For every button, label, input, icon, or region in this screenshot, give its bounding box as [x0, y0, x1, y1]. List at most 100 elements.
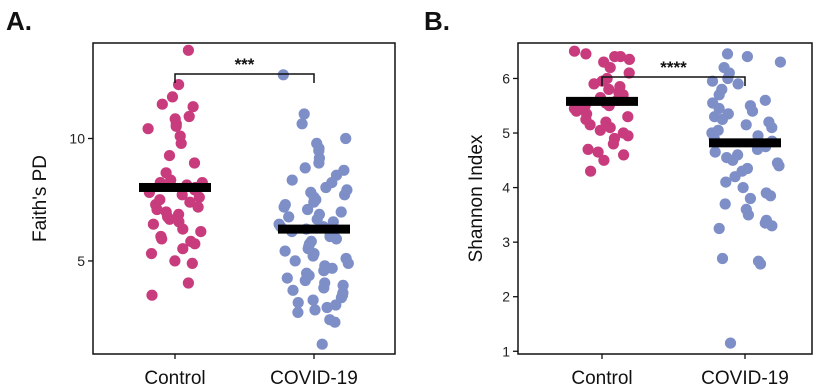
panel-letter-a: A. [6, 6, 32, 36]
data-point-covid-19 [732, 78, 744, 90]
data-point-control [169, 255, 181, 267]
data-point-control [170, 120, 182, 132]
data-point-control [570, 105, 583, 117]
data-point-control [177, 223, 189, 235]
data-point-covid-19 [746, 105, 759, 117]
data-point-covid-19 [740, 119, 752, 131]
data-point-control [598, 154, 610, 166]
data-point-control [145, 248, 158, 260]
data-point-covid-19 [721, 48, 734, 60]
data-point-control [192, 201, 204, 213]
data-point-covid-19 [329, 316, 341, 328]
data-point-control [146, 289, 158, 301]
data-point-control [187, 101, 199, 113]
data-point-control [618, 149, 630, 161]
data-point-covid-19 [327, 216, 339, 228]
data-point-covid-19 [296, 118, 308, 130]
data-point-control [165, 174, 177, 186]
y-tick-label: 4 [502, 180, 510, 196]
panel-a: 5 10 Faith's PD Control COVID-19 *** [30, 42, 396, 389]
data-point-control [175, 137, 187, 149]
y-tick-label: 2 [502, 289, 510, 305]
data-point-control [189, 238, 201, 250]
data-point-control [604, 62, 616, 74]
data-point-covid-19 [766, 220, 778, 232]
median-bar-covid-19 [278, 224, 350, 234]
y-tick-label: 6 [502, 70, 510, 86]
data-point-covid-19 [330, 299, 342, 311]
data-point-covid-19 [311, 213, 323, 225]
data-point-control [623, 53, 636, 65]
y-axis-label: Faith's PD [30, 155, 51, 242]
data-point-control [584, 119, 596, 131]
x-tick-label-control: Control [571, 368, 632, 389]
data-point-covid-19 [318, 265, 330, 277]
plot-frame [517, 42, 813, 355]
data-point-control [195, 226, 207, 238]
data-point-control [156, 233, 168, 245]
data-point-covid-19 [727, 154, 739, 166]
data-point-control [182, 44, 194, 56]
data-point-control [182, 277, 194, 289]
y-axis-label: Shannon Index [466, 134, 487, 262]
data-point-control [173, 79, 185, 91]
data-point-covid-19 [774, 56, 787, 68]
data-point-control [147, 218, 159, 230]
x-tick-label-covid-19: COVID-19 [270, 368, 358, 389]
data-point-control [193, 191, 205, 203]
data-point-covid-19 [754, 258, 767, 270]
data-point-covid-19 [278, 201, 290, 213]
data-point-covid-19 [309, 304, 321, 316]
data-point-control [183, 110, 195, 123]
data-point-control [603, 83, 615, 95]
data-point-control [585, 165, 597, 177]
data-point-covid-19 [320, 181, 332, 194]
data-point-covid-19 [706, 75, 719, 87]
data-point-covid-19 [286, 174, 298, 186]
data-point-covid-19 [289, 255, 301, 267]
data-point-covid-19 [318, 282, 330, 294]
panel-b: 1 2 3 4 5 6 Shannon Index Control COVID-19 **** [466, 42, 813, 389]
significance-label: **** [660, 58, 687, 77]
y-tick-label: 1 [502, 343, 510, 359]
data-point-control [176, 189, 188, 201]
data-point-covid-19 [279, 245, 291, 257]
data-point-covid-19 [313, 157, 325, 169]
data-point-control [142, 123, 154, 135]
data-point-covid-19 [719, 198, 731, 210]
data-point-covid-19 [729, 171, 741, 183]
data-point-covid-19 [316, 338, 328, 350]
panel-letter-b: B. [424, 6, 450, 36]
data-point-control [184, 196, 196, 208]
y-tick-label: 10 [69, 131, 85, 147]
data-point-control [166, 91, 179, 103]
data-point-covid-19 [277, 69, 289, 81]
data-point-covid-19 [716, 113, 729, 125]
data-point-covid-19 [292, 306, 304, 318]
data-point-covid-19 [339, 189, 351, 201]
data-point-covid-19 [299, 274, 311, 287]
data-point-control [164, 213, 176, 225]
y-tick-label: 5 [502, 125, 510, 141]
data-point-control [622, 130, 634, 142]
data-point-covid-19 [742, 209, 755, 221]
median-bar-covid-19 [709, 138, 781, 148]
data-point-control [163, 150, 176, 162]
data-point-covid-19 [720, 176, 732, 188]
x-tick-label-control: Control [144, 368, 205, 389]
data-point-covid-19 [321, 301, 333, 314]
data-point-control [568, 45, 581, 57]
y-tick-label: 5 [77, 253, 85, 269]
y-tick-label: 3 [502, 234, 510, 250]
data-point-covid-19 [283, 211, 295, 223]
significance-bracket [174, 73, 315, 83]
data-point-covid-19 [281, 272, 293, 284]
data-point-covid-19 [299, 162, 311, 174]
data-point-covid-19 [716, 252, 729, 265]
median-bar-control [139, 182, 211, 192]
data-point-control [623, 67, 635, 79]
data-point-covid-19 [713, 102, 725, 115]
data-point-covid-19 [741, 51, 754, 63]
significance-bracket [601, 76, 746, 86]
